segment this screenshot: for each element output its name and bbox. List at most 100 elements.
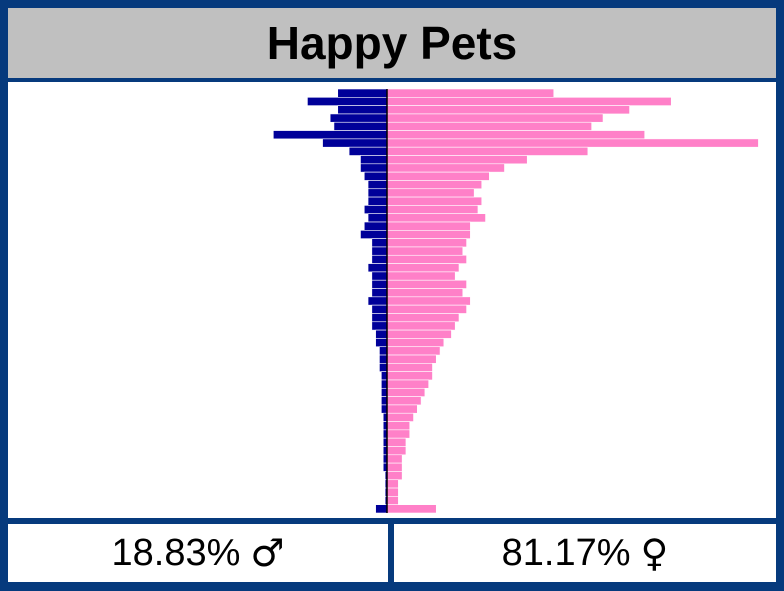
title-bar: Happy Pets <box>8 8 776 78</box>
female-bar <box>386 254 467 264</box>
female-bar <box>386 105 630 115</box>
male-bar <box>375 338 388 348</box>
male-bar <box>367 296 388 306</box>
male-bar <box>348 146 388 156</box>
female-bar <box>386 421 411 431</box>
male-bar <box>367 188 388 198</box>
female-bar <box>386 429 411 439</box>
female-bar <box>386 263 460 273</box>
female-bar <box>386 313 460 323</box>
male-bar <box>360 155 388 165</box>
male-bar <box>371 246 388 256</box>
female-bar <box>386 363 433 372</box>
male-bar <box>371 304 388 314</box>
male-bar <box>272 130 388 140</box>
female-bar <box>386 246 464 256</box>
female-bar <box>386 221 471 231</box>
male-bar <box>379 363 388 372</box>
male-bar <box>381 404 388 414</box>
male-bar <box>337 105 388 115</box>
male-bar <box>333 121 388 131</box>
female-bar <box>386 279 467 289</box>
male-bar <box>379 354 388 364</box>
male-bar <box>371 313 388 323</box>
male-bar <box>371 238 388 248</box>
female-bar <box>386 113 604 123</box>
male-bar <box>375 329 388 339</box>
male-bar <box>371 271 388 281</box>
female-bar <box>386 371 433 381</box>
female-bar <box>386 138 759 148</box>
male-bar <box>381 396 388 406</box>
male-bar <box>367 213 388 223</box>
female-bar <box>386 130 646 140</box>
male-bar <box>381 387 388 397</box>
male-bar <box>379 346 388 356</box>
female-bar <box>386 163 505 173</box>
female-bar <box>386 446 407 456</box>
female-bar <box>386 121 592 131</box>
female-bar <box>386 329 452 339</box>
male-bar <box>367 196 388 206</box>
male-bar <box>360 230 388 239</box>
female-percentage: 81.17% <box>501 531 631 574</box>
female-bar <box>386 504 437 514</box>
female-bar <box>386 296 471 306</box>
female-symbol-icon: ♀ <box>640 531 669 575</box>
male-bar <box>371 288 388 298</box>
female-bar <box>386 338 445 348</box>
male-bar <box>381 371 388 381</box>
male-bar <box>381 379 388 389</box>
female-bar <box>386 487 399 497</box>
male-bar <box>371 254 388 264</box>
female-bar <box>386 454 403 464</box>
female-bar <box>386 213 486 223</box>
chart-title: Happy Pets <box>266 17 518 69</box>
female-bar <box>386 471 403 481</box>
male-bar <box>329 113 388 123</box>
female-bar <box>386 205 479 214</box>
male-bar <box>371 279 388 289</box>
female-bar <box>386 230 471 239</box>
female-bar <box>386 496 399 505</box>
female-bar <box>386 288 464 298</box>
male-bar <box>322 138 388 148</box>
female-bar <box>386 412 414 422</box>
male-bar <box>375 504 388 514</box>
female-bar <box>386 188 475 198</box>
male-percentage-cell: 18.83% ♂ <box>8 524 388 582</box>
female-bar <box>386 155 528 165</box>
female-bar <box>386 88 555 98</box>
female-bar <box>386 271 456 281</box>
female-bar <box>386 146 589 156</box>
male-bar <box>367 180 388 190</box>
female-bar <box>386 97 672 106</box>
male-bar <box>363 205 388 214</box>
pyramid-chart <box>272 88 759 514</box>
male-bar <box>371 321 388 331</box>
female-bar <box>386 321 456 331</box>
female-bar <box>386 479 399 489</box>
male-bar <box>363 171 388 181</box>
male-bar <box>367 263 388 273</box>
female-bar <box>386 462 403 472</box>
male-bar <box>363 221 388 231</box>
female-bar <box>386 354 437 364</box>
female-bar <box>386 196 483 206</box>
male-bar <box>307 97 388 106</box>
chart-area <box>8 82 776 518</box>
female-bar <box>386 346 441 356</box>
female-bar <box>386 387 426 397</box>
female-bar <box>386 437 407 447</box>
female-bar <box>386 238 467 248</box>
female-bar <box>386 404 418 414</box>
male-bar <box>337 88 388 98</box>
female-bar <box>386 180 483 190</box>
female-bar <box>386 396 422 406</box>
male-percentage: 18.83% <box>111 531 241 574</box>
female-bar <box>386 304 467 314</box>
male-symbol-icon: ♂ <box>250 531 285 575</box>
female-bar <box>386 379 429 389</box>
female-percentage-cell: 81.17% ♀ <box>394 524 776 582</box>
